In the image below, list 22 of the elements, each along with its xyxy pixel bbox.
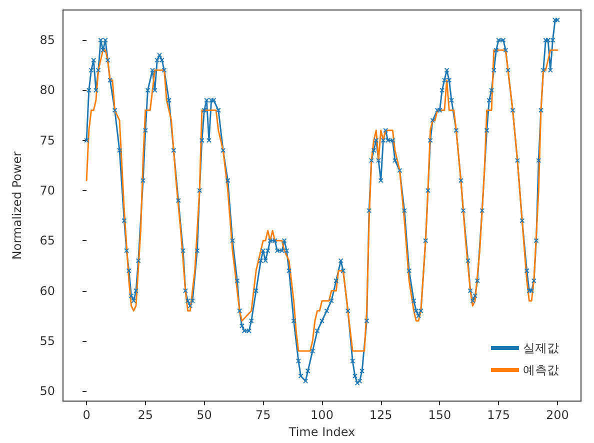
y-tick-label: 55 xyxy=(40,334,55,348)
x-tick-label: 0 xyxy=(82,408,90,422)
legend-label: 예측값 xyxy=(523,363,559,377)
y-tick-label: 70 xyxy=(40,184,55,198)
x-tick-label: 50 xyxy=(196,408,212,422)
x-tick-label: 200 xyxy=(546,408,569,422)
y-axis-title: Normalized Power xyxy=(10,151,24,260)
x-tick-label: 25 xyxy=(138,408,154,422)
legend-label: 실제값 xyxy=(523,341,559,355)
line-series xyxy=(86,49,558,352)
x-axis-title: Time Index xyxy=(288,425,356,439)
y-tick-label: 80 xyxy=(40,83,55,98)
y-tick-label: 50 xyxy=(40,384,55,398)
x-tick-label: 125 xyxy=(369,408,392,422)
x-tick-label: 100 xyxy=(310,408,334,422)
x-tick-label: 150 xyxy=(428,408,452,422)
x-tick-label: 75 xyxy=(255,408,271,422)
x-tick-label: 175 xyxy=(487,408,510,422)
y-tick-label: 65 xyxy=(40,234,55,248)
y-tick-label: 85 xyxy=(40,33,55,48)
y-tick-label: 75 xyxy=(40,133,55,148)
y-tick-label: 60 xyxy=(40,284,55,298)
